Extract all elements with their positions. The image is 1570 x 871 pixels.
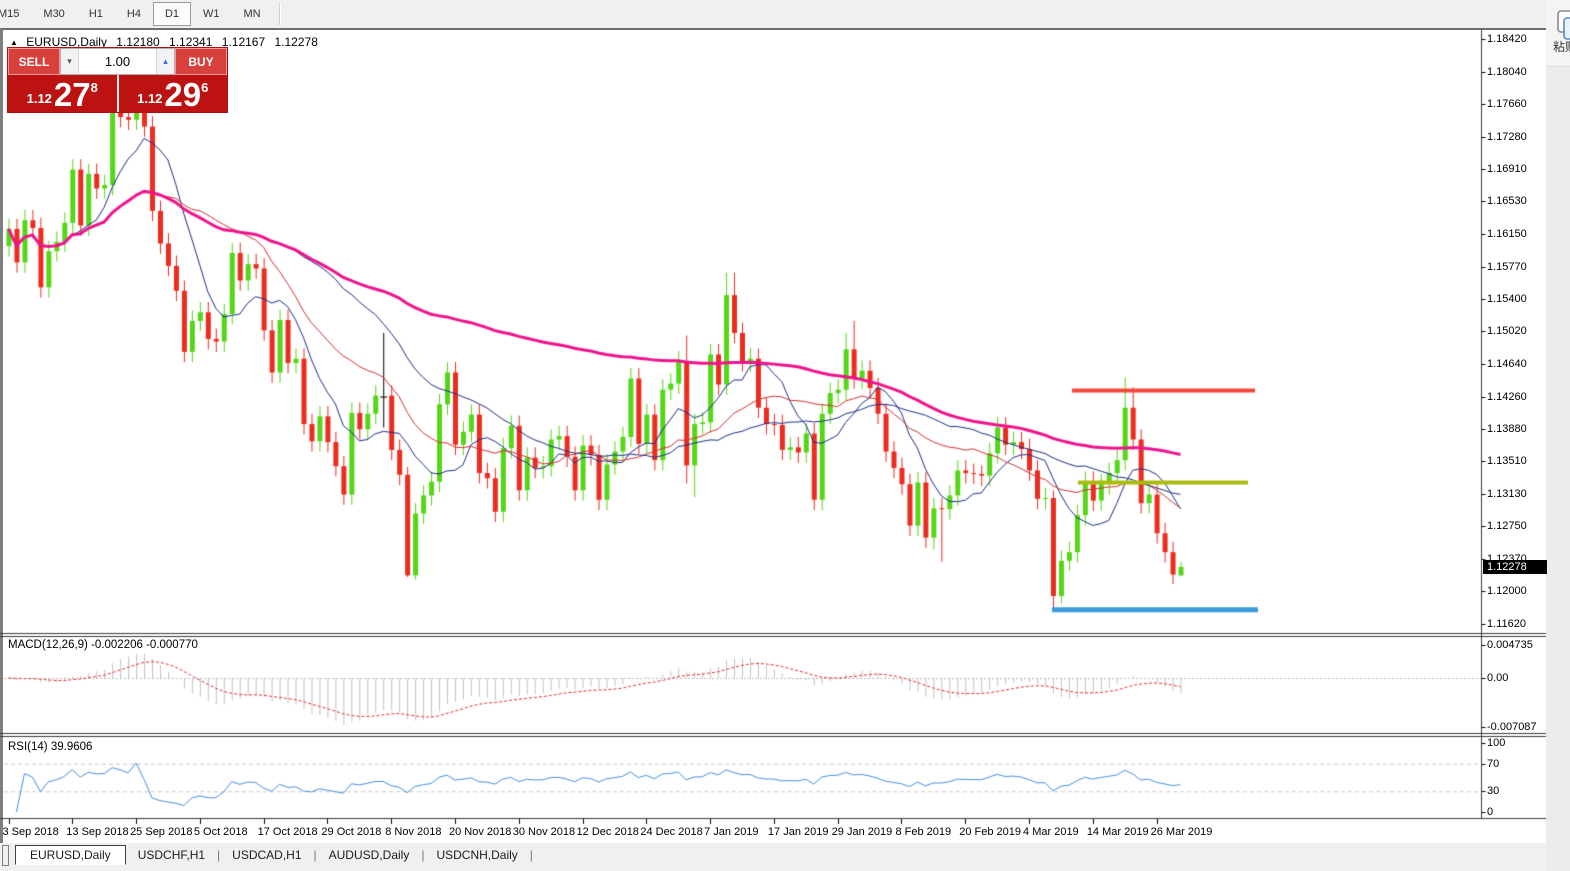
date-axis-label: 4 Mar 2019 <box>1023 826 1079 838</box>
chart-tab-usdchf[interactable]: USDCHF,H1 <box>137 848 206 862</box>
macd-label: MACD(12,26,9) <box>8 639 88 651</box>
price-axis-label: 1.16150 <box>1487 228 1527 241</box>
price-axis-label: 1.13880 <box>1487 423 1527 436</box>
macd-value-signal: -0.000770 <box>146 639 198 651</box>
volume-increase-button[interactable]: ▴ <box>156 49 174 74</box>
date-axis-label: 13 Sep 2018 <box>66 826 129 838</box>
volume-stepper: ▾ 1.00 ▴ <box>60 48 175 75</box>
price-axis-label: 1.12000 <box>1487 584 1527 597</box>
tab-separator: | <box>529 848 533 862</box>
date-axis-label: 30 Nov 2018 <box>512 826 576 838</box>
date-axis-label: 20 Feb 2019 <box>959 826 1022 838</box>
macd-axis-label: 0.00 <box>1487 672 1509 684</box>
ohlc-open: 1.12180 <box>116 35 160 49</box>
volume-input[interactable]: 1.00 <box>104 54 131 69</box>
date-axis-label: 8 Nov 2018 <box>385 826 442 838</box>
tab-bar-splitter[interactable] <box>2 845 9 866</box>
rsi-axis-label: 70 <box>1487 757 1500 770</box>
rsi-axis-label: 100 <box>1487 737 1506 749</box>
price-axis-label: 1.17280 <box>1487 130 1527 143</box>
date-axis-label: 14 Mar 2019 <box>1086 826 1149 838</box>
date-axis-label: 3 Sep 2018 <box>2 826 59 838</box>
date-axis-label: 25 Sep 2018 <box>130 826 193 838</box>
date-axis-label: 24 Dec 2018 <box>640 826 703 838</box>
price-axis-label: 1.13130 <box>1487 487 1527 500</box>
chart-tab-usdcnh[interactable]: USDCNH,Daily <box>436 848 518 862</box>
rsi-label: RSI(14) <box>8 741 48 753</box>
tab-separator: | <box>217 848 221 862</box>
price-axis-label: 1.18040 <box>1487 65 1527 78</box>
collapse-triangle-icon[interactable]: ▲ <box>10 38 18 47</box>
macd-axis-label: 0.004735 <box>1487 639 1533 652</box>
date-axis-label: 29 Jan 2019 <box>831 826 893 838</box>
date-axis-label: 8 Feb 2019 <box>895 826 952 838</box>
price-axis-label: 1.13510 <box>1487 455 1527 468</box>
rsi-value: 39.9606 <box>50 741 93 753</box>
tab-separator: | <box>421 848 425 862</box>
price-axis-label: 1.11620 <box>1487 617 1526 630</box>
price-axis-label: 1.14640 <box>1487 357 1527 370</box>
date-axis-label: 26 Mar 2019 <box>1150 826 1213 838</box>
macd-axis-label: -0.007087 <box>1487 721 1537 734</box>
chart-tabs: EURUSD,Daily USDCHF,H1 | USDCAD,H1 | AUDUSD,D… <box>15 845 533 865</box>
buy-price-display[interactable]: 1.12 29 6 <box>118 75 227 112</box>
price-axis-label: 1.15400 <box>1487 292 1527 305</box>
date-axis-label: 29 Oct 2018 <box>321 826 382 838</box>
price-axis-label: 1.17660 <box>1487 98 1527 111</box>
date-axis-label: 7 Jan 2019 <box>704 826 759 838</box>
chart-tab-usdcad[interactable]: USDCAD,H1 <box>232 848 302 862</box>
price-axis-label: 1.12750 <box>1487 520 1527 533</box>
rsi-axis-label: 30 <box>1487 785 1500 798</box>
buy-button[interactable]: BUY <box>175 48 227 75</box>
date-axis-label: 5 Oct 2018 <box>193 826 248 838</box>
price-axis-label: 1.15020 <box>1487 325 1527 338</box>
price-axis-label: 1.15770 <box>1487 260 1527 273</box>
chart-header: ▲ EURUSD,Daily 1.12180 1.12341 1.12167 1… <box>10 35 324 49</box>
rsi-indicator-label: RSI(14) 39.9606 <box>8 741 92 753</box>
volume-decrease-button[interactable]: ▾ <box>61 49 79 74</box>
one-click-trade-panel: SELL ▾ 1.00 ▴ BUY 1.12 27 8 1.12 29 6 <box>8 48 227 112</box>
date-axis-label: 12 Dec 2018 <box>576 826 639 838</box>
date-axis-label: 17 Jan 2019 <box>767 826 829 838</box>
macd-indicator-label: MACD(12,26,9) -0.002206 -0.000770 <box>8 639 198 651</box>
chart-symbol-label: EURUSD,Daily <box>26 35 107 49</box>
sell-button[interactable]: SELL <box>8 48 60 75</box>
chart-tab-bar: EURUSD,Daily USDCHF,H1 | USDCAD,H1 | AUDUSD,D… <box>0 843 1546 871</box>
date-axis-label: 17 Oct 2018 <box>257 826 318 838</box>
date-axis-label: 20 Nov 2018 <box>448 826 512 838</box>
chart-tab-eurusd[interactable]: EURUSD,Daily <box>15 845 126 865</box>
ohlc-close: 1.12278 <box>274 35 318 49</box>
price-axis-label: 1.16530 <box>1487 195 1527 208</box>
price-axis-label: 1.18420 <box>1487 32 1527 45</box>
sell-price-display[interactable]: 1.12 27 8 <box>8 75 119 112</box>
price-axis-label: 1.16910 <box>1487 162 1527 175</box>
current-price-tag: 1.12278 <box>1483 559 1547 574</box>
ohlc-low: 1.12167 <box>221 35 266 49</box>
macd-value-main: -0.002206 <box>91 639 143 651</box>
rsi-axis-label: 0 <box>1487 806 1494 818</box>
tab-separator: | <box>313 848 317 862</box>
price-axis-label: 1.14260 <box>1487 390 1527 403</box>
ohlc-high: 1.12341 <box>169 35 213 49</box>
chart-tab-audusd[interactable]: AUDUSD,Daily <box>328 848 410 862</box>
